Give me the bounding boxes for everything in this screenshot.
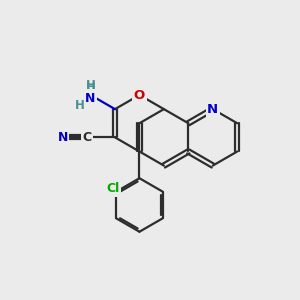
Text: C: C: [82, 131, 91, 144]
Text: O: O: [134, 88, 145, 101]
Text: N: N: [58, 131, 68, 144]
Text: Cl: Cl: [107, 182, 120, 195]
Text: H: H: [85, 81, 95, 94]
Text: N: N: [207, 103, 218, 116]
Text: N: N: [85, 91, 96, 104]
Text: H: H: [75, 99, 85, 112]
Text: N: N: [85, 92, 96, 105]
Text: H: H: [85, 79, 95, 92]
